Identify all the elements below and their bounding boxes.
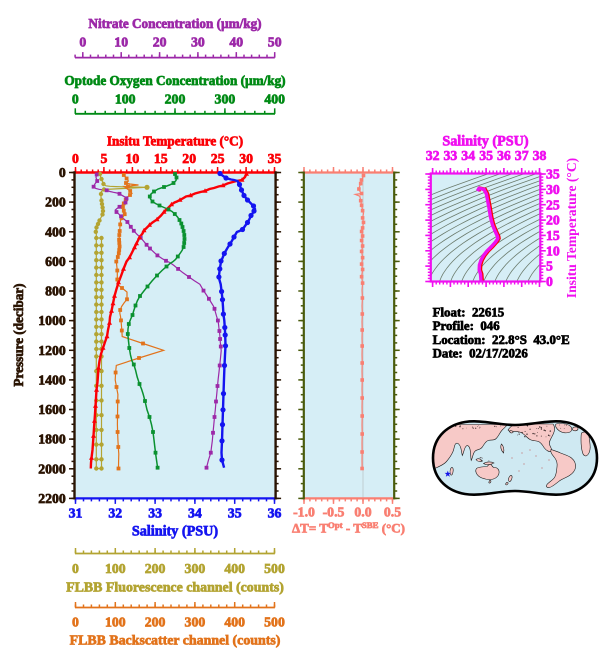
svg-text:2000: 2000 bbox=[38, 461, 66, 476]
svg-text:30: 30 bbox=[191, 35, 205, 50]
svg-text:0: 0 bbox=[72, 561, 79, 576]
svg-text:32: 32 bbox=[426, 148, 440, 163]
svg-text:FLBB Backscatter channel (coun: FLBB Backscatter channel (counts) bbox=[70, 634, 281, 649]
svg-text:Float: 22615: Float: 22615 bbox=[433, 306, 505, 320]
svg-text:25: 25 bbox=[211, 151, 225, 166]
svg-text:500: 500 bbox=[264, 615, 285, 630]
svg-text:20: 20 bbox=[153, 35, 167, 50]
svg-text:0.0: 0.0 bbox=[354, 505, 371, 520]
svg-text:Optode Oxygen Concentration (µ: Optode Oxygen Concentration (µm/kg) bbox=[64, 73, 285, 88]
svg-text:300: 300 bbox=[215, 92, 236, 107]
svg-text:Insitu Temperature (°C): Insitu Temperature (°C) bbox=[107, 134, 243, 149]
svg-text:0: 0 bbox=[72, 92, 79, 107]
svg-text:30: 30 bbox=[546, 182, 560, 197]
svg-text:36: 36 bbox=[497, 148, 511, 163]
svg-text:0: 0 bbox=[72, 151, 79, 166]
svg-text:2200: 2200 bbox=[38, 491, 66, 506]
svg-text:FLBB Fluorescence channel (cou: FLBB Fluorescence channel (counts) bbox=[66, 581, 284, 596]
svg-text:10: 10 bbox=[114, 35, 128, 50]
svg-text:1400: 1400 bbox=[38, 373, 66, 388]
svg-text:Salinity (PSU): Salinity (PSU) bbox=[442, 134, 529, 150]
svg-text:0: 0 bbox=[546, 274, 553, 289]
svg-text:200: 200 bbox=[45, 195, 66, 210]
svg-text:5: 5 bbox=[546, 259, 553, 274]
svg-text:30: 30 bbox=[239, 151, 253, 166]
svg-text:200: 200 bbox=[145, 615, 166, 630]
svg-text:35: 35 bbox=[228, 506, 242, 521]
svg-text:1600: 1600 bbox=[38, 402, 66, 417]
svg-text:500: 500 bbox=[264, 561, 285, 576]
svg-text:0: 0 bbox=[79, 35, 86, 50]
svg-text:ΔT= TOpt - TSBE (°C): ΔT= TOpt - TSBE (°C) bbox=[292, 520, 405, 536]
svg-text:-1.0: -1.0 bbox=[293, 505, 315, 520]
svg-text:200: 200 bbox=[145, 561, 166, 576]
svg-text:5: 5 bbox=[100, 151, 107, 166]
svg-text:400: 400 bbox=[264, 92, 285, 107]
svg-text:800: 800 bbox=[45, 284, 66, 299]
svg-text:33: 33 bbox=[444, 148, 458, 163]
svg-text:300: 300 bbox=[185, 561, 206, 576]
svg-text:36: 36 bbox=[268, 506, 282, 521]
svg-text:0: 0 bbox=[59, 165, 66, 180]
svg-text:20: 20 bbox=[182, 151, 196, 166]
svg-text:400: 400 bbox=[224, 615, 245, 630]
svg-text:-0.5: -0.5 bbox=[323, 505, 345, 520]
svg-text:400: 400 bbox=[224, 561, 245, 576]
svg-text:33: 33 bbox=[148, 506, 162, 521]
svg-text:1200: 1200 bbox=[38, 343, 66, 358]
svg-text:100: 100 bbox=[105, 615, 126, 630]
svg-text:32: 32 bbox=[108, 506, 122, 521]
svg-text:20: 20 bbox=[546, 213, 560, 228]
svg-text:10: 10 bbox=[546, 243, 560, 258]
svg-text:100: 100 bbox=[105, 561, 126, 576]
svg-text:Insitu Temperature (°C): Insitu Temperature (°C) bbox=[564, 158, 580, 298]
svg-text:600: 600 bbox=[45, 254, 66, 269]
svg-text:Nitrate Concentration (µm/kg): Nitrate Concentration (µm/kg) bbox=[88, 16, 261, 31]
svg-text:Profile: 046: Profile: 046 bbox=[433, 319, 501, 333]
svg-text:40: 40 bbox=[229, 35, 243, 50]
svg-text:10: 10 bbox=[126, 151, 140, 166]
svg-text:35: 35 bbox=[268, 151, 282, 166]
svg-text:Pressure (decibar): Pressure (decibar) bbox=[11, 283, 26, 386]
svg-text:38: 38 bbox=[533, 148, 547, 163]
svg-text:Location: 22.8°S 43.0°E: Location: 22.8°S 43.0°E bbox=[433, 333, 570, 347]
svg-text:15: 15 bbox=[154, 151, 168, 166]
svg-text:1800: 1800 bbox=[38, 432, 66, 447]
svg-text:0.5: 0.5 bbox=[384, 505, 401, 520]
svg-text:37: 37 bbox=[515, 148, 529, 163]
svg-text:25: 25 bbox=[546, 197, 560, 212]
svg-text:35: 35 bbox=[479, 148, 493, 163]
svg-text:31: 31 bbox=[69, 506, 83, 521]
svg-text:15: 15 bbox=[546, 228, 560, 243]
svg-text:100: 100 bbox=[115, 92, 136, 107]
svg-text:300: 300 bbox=[185, 615, 206, 630]
svg-text:34: 34 bbox=[188, 506, 202, 521]
svg-text:200: 200 bbox=[165, 92, 186, 107]
svg-text:Date: 02/17/2026: Date: 02/17/2026 bbox=[433, 346, 529, 360]
svg-text:34: 34 bbox=[461, 148, 475, 163]
svg-text:0: 0 bbox=[72, 615, 79, 630]
svg-text:Salinity (PSU): Salinity (PSU) bbox=[132, 524, 219, 540]
svg-text:35: 35 bbox=[546, 167, 560, 182]
svg-text:400: 400 bbox=[45, 224, 66, 239]
svg-text:50: 50 bbox=[268, 35, 282, 50]
svg-text:1000: 1000 bbox=[38, 313, 66, 328]
